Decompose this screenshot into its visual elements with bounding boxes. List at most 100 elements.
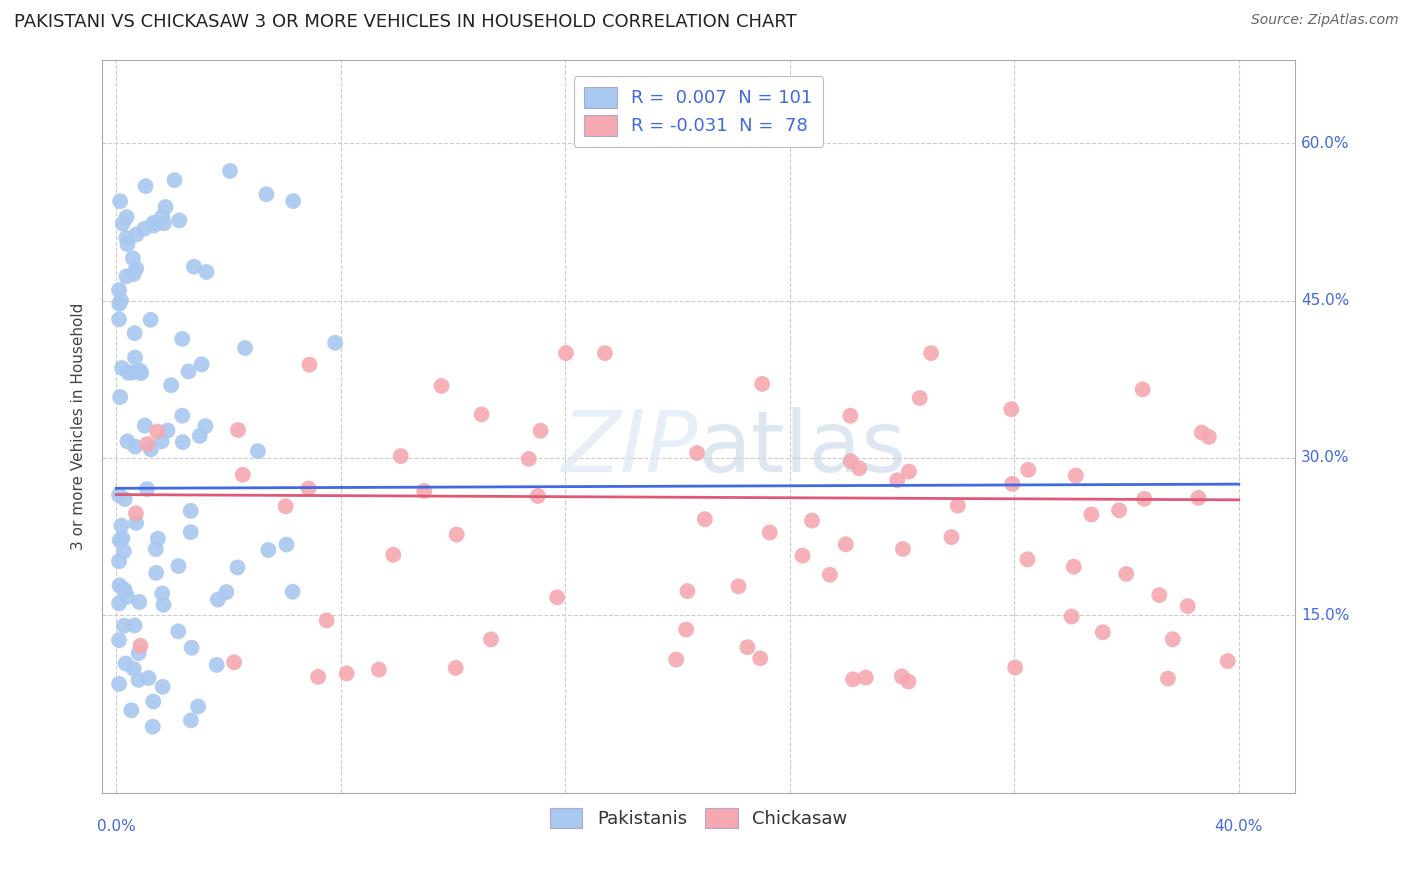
Point [172,332,194,346]
Point [129,364,152,378]
Point [256,187,278,202]
Point [675,623,697,637]
Point [125,516,148,530]
Point [413,483,436,498]
Point [890,669,912,683]
Point [183,260,205,274]
Point [122,267,145,281]
Point [897,674,920,689]
Point [153,216,176,230]
Point [108,596,131,610]
Point [108,677,131,691]
Point [1132,383,1154,397]
Point [848,461,870,475]
Point [128,673,150,687]
Point [527,489,550,503]
Point [315,613,337,627]
Point [382,548,405,562]
Point [336,666,359,681]
Point [751,376,773,391]
Text: 45.0%: 45.0% [1301,293,1350,309]
Point [111,582,134,596]
Point [886,473,908,487]
Point [1000,402,1022,417]
Point [188,429,211,443]
Point [281,584,304,599]
Point [115,269,138,284]
Point [117,590,139,604]
Point [471,408,494,422]
Point [139,442,162,457]
Point [172,435,194,450]
Point [128,646,150,660]
Point [134,418,156,433]
Point [150,210,173,224]
Point [555,346,578,360]
Point [246,444,269,458]
Point [125,506,148,520]
Point [298,358,321,372]
Point [136,437,159,451]
Point [108,533,131,548]
Point [142,694,165,708]
Point [124,326,146,341]
Point [219,164,242,178]
Point [307,670,329,684]
Point [835,537,858,551]
Point [194,419,217,434]
Point [111,532,134,546]
Point [172,409,194,423]
Point [124,618,146,632]
Point [1216,654,1239,668]
Point [686,446,709,460]
Point [1115,566,1137,581]
Point [145,566,167,580]
Point [818,567,841,582]
Point [129,366,152,380]
Point [115,210,138,224]
Point [167,624,190,639]
Point [114,491,136,506]
Point [839,409,862,423]
Point [122,252,145,266]
Text: 60.0%: 60.0% [1301,136,1350,151]
Point [444,661,467,675]
Point [226,560,249,574]
Point [135,179,157,194]
Point [125,227,148,242]
Point [150,586,173,600]
Point [117,434,139,449]
Point [257,543,280,558]
Point [749,651,772,665]
Point [367,663,389,677]
Point [920,346,942,360]
Point [232,467,254,482]
Point [146,532,169,546]
Point [180,525,202,540]
Point [842,673,865,687]
Point [142,219,165,233]
Point [1177,599,1199,613]
Point [946,499,969,513]
Point [801,514,824,528]
Point [180,640,202,655]
Point [156,424,179,438]
Point [142,216,165,230]
Point [1064,468,1087,483]
Point [233,341,256,355]
Point [1091,625,1114,640]
Point [908,391,931,405]
Point [108,488,131,502]
Point [124,351,146,365]
Text: atlas: atlas [699,407,907,490]
Point [297,482,319,496]
Point [1017,463,1039,477]
Point [215,585,238,599]
Point [111,361,134,376]
Point [1004,660,1026,674]
Point [142,720,165,734]
Point [1080,508,1102,522]
Point [187,699,209,714]
Point [108,390,131,404]
Y-axis label: 3 or more Vehicles in Household: 3 or more Vehicles in Household [72,302,86,550]
